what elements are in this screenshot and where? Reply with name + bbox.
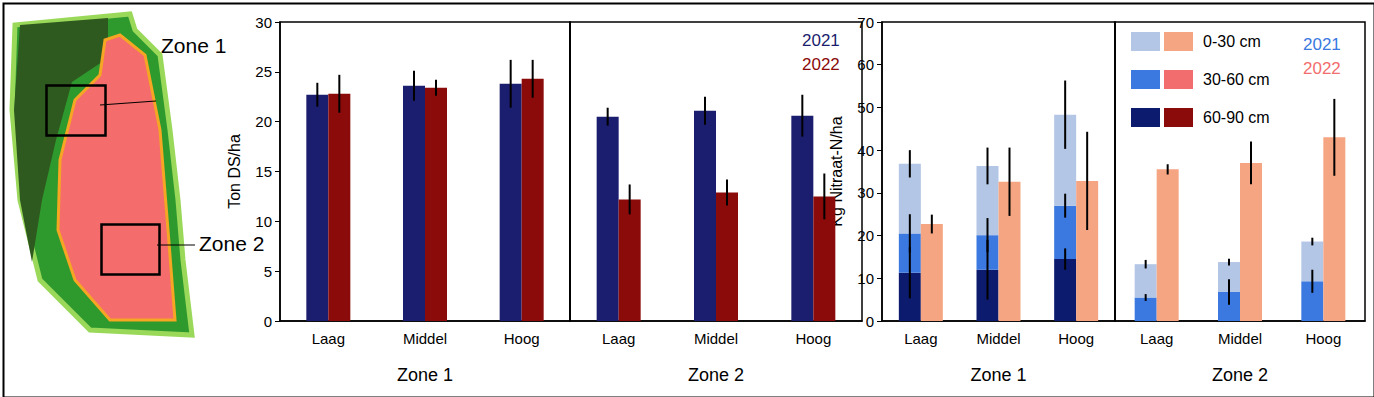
svg-text:10: 10 (857, 270, 874, 287)
svg-text:Hoog: Hoog (795, 330, 831, 347)
svg-text:Zone 2: Zone 2 (199, 232, 264, 255)
svg-text:2022: 2022 (1303, 59, 1341, 78)
svg-text:Kg Nitraat-N/ha: Kg Nitraat-N/ha (827, 116, 845, 227)
svg-text:20: 20 (255, 113, 272, 130)
svg-text:10: 10 (255, 213, 272, 230)
svg-text:Hoog: Hoog (1058, 330, 1094, 347)
svg-text:0: 0 (264, 313, 272, 330)
svg-text:Ton DS/ha: Ton DS/ha (226, 134, 243, 209)
svg-text:Laag: Laag (904, 330, 937, 347)
svg-text:Zone 2: Zone 2 (1212, 365, 1268, 385)
svg-text:40: 40 (857, 142, 874, 159)
svg-text:Hoog: Hoog (504, 330, 540, 347)
svg-text:2022: 2022 (802, 55, 840, 74)
svg-text:Laag: Laag (602, 330, 635, 347)
svg-text:Laag: Laag (312, 330, 345, 347)
svg-text:Middel: Middel (976, 330, 1020, 347)
svg-text:Zone 1: Zone 1 (397, 365, 453, 385)
svg-text:30: 30 (255, 14, 272, 31)
svg-text:Hoog: Hoog (1305, 330, 1341, 347)
svg-text:20: 20 (857, 227, 874, 244)
svg-text:30: 30 (857, 184, 874, 201)
svg-text:5: 5 (264, 263, 272, 280)
svg-text:50: 50 (857, 99, 874, 116)
svg-text:Zone 2: Zone 2 (688, 365, 744, 385)
svg-text:0: 0 (866, 313, 874, 330)
svg-text:25: 25 (255, 63, 272, 80)
svg-text:60: 60 (857, 56, 874, 73)
svg-text:70: 70 (857, 14, 874, 31)
svg-text:15: 15 (255, 163, 272, 180)
svg-text:30-60 cm: 30-60 cm (1203, 71, 1270, 88)
svg-text:2021: 2021 (802, 31, 840, 50)
svg-text:0-30 cm: 0-30 cm (1203, 33, 1261, 50)
svg-text:60-90 cm: 60-90 cm (1203, 109, 1270, 126)
svg-text:Zone 1: Zone 1 (161, 34, 226, 57)
svg-text:2021: 2021 (1303, 35, 1341, 54)
svg-text:Middel: Middel (403, 330, 447, 347)
svg-text:Middel: Middel (694, 330, 738, 347)
svg-text:Laag: Laag (1140, 330, 1173, 347)
svg-text:Zone 1: Zone 1 (970, 365, 1026, 385)
svg-text:Middel: Middel (1218, 330, 1262, 347)
